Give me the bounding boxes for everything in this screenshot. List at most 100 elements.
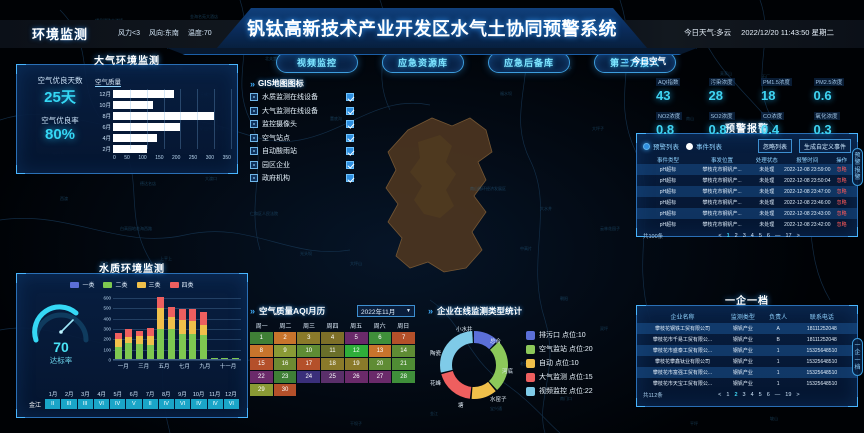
calendar-day-cell[interactable]: 30 [273,384,297,396]
cell-operation[interactable]: 忽略 [836,200,847,206]
nav-button-emergency-resource[interactable]: 应急资源库 [382,52,464,73]
table-row[interactable]: 攀枝花市千易工贸有限公... 钢钒产业 B 18111252048 [637,334,857,345]
page-link[interactable]: 2 [734,392,738,398]
calendar-day-cell[interactable]: 1 [250,332,273,344]
table-row[interactable]: pH超标 攀枝花市钢钒产... 未处理 2022-12-08 23:59:00 忽略 [637,164,857,175]
table-row[interactable]: 攀枝花市盛泰工贸有限公... 钢钒产业 1 15325648510 [637,345,857,356]
gis-layer-item[interactable]: 空气站点 [250,133,354,143]
side-tab-enterprise[interactable]: 一企一档 [852,338,863,377]
calendar-day-cell[interactable]: 16 [273,358,297,370]
gis-layer-item[interactable]: 园区企业 [250,160,354,170]
calendar-day-cell[interactable]: 2 [273,332,297,344]
svg-text:平坪: 平坪 [690,420,698,426]
page-link[interactable]: 1 [726,233,730,239]
gis-layer-item[interactable]: 水质监测在线设备 [250,92,354,102]
gis-layer-item[interactable]: 监控摄像头 [250,119,354,129]
legend-swatch [526,358,535,368]
calendar-day-cell[interactable]: 20 [368,358,392,370]
calendar-day-cell[interactable]: 26 [344,371,368,383]
calendar-day-cell[interactable]: 21 [392,358,415,370]
page-link[interactable]: < [718,233,722,239]
page-link[interactable]: 4 [750,233,754,239]
page-link[interactable]: < [718,392,722,398]
cell-operation[interactable]: 忽略 [836,189,847,195]
table-row[interactable]: pH超标 攀枝花市钢钒产... 未处理 2022-12-08 23:46:00 忽略 [637,197,857,208]
checkbox-icon[interactable] [346,120,354,128]
page-link[interactable]: — [774,392,781,398]
page-link[interactable]: 5 [758,233,762,239]
radio-warning-list[interactable]: 预警列表 [643,141,679,151]
checkbox-icon[interactable] [346,133,354,142]
table-row[interactable]: pH超标 攀枝花市钢钒产... 未处理 2022-12-08 23:43:00 忽略 [637,208,857,219]
cell-event-type: pH超标 [659,167,677,173]
calendar-day-cell[interactable]: 23 [273,371,297,383]
gis-layer-item[interactable]: 大气监测在线设备 [250,106,354,116]
calendar-day-cell[interactable]: 15 [250,358,273,370]
table-row[interactable]: 攀枝花攀鑫钛业有限公司 钢钒产业 1 15325648510 [637,356,857,367]
table-row[interactable]: pH超标 攀枝花市钢钒产... 未处理 2022-12-08 23:50:04 忽略 [637,175,857,186]
cell-operation[interactable]: 忽略 [836,178,847,184]
cell-operation[interactable]: 忽略 [836,167,847,173]
page-link[interactable]: — [774,233,781,239]
checkbox-icon[interactable] [346,106,354,115]
gis-layer-item[interactable]: 自动酸雨站 [250,146,354,156]
calendar-day-cell[interactable]: 14 [392,345,415,357]
calendar-day-cell[interactable]: 10 [297,345,321,357]
nav-button-emergency-reserve[interactable]: 应急后备库 [488,52,570,73]
page-link[interactable]: 1 [726,392,730,398]
calendar-day-cell[interactable]: 4 [321,332,344,344]
cell-operation[interactable]: 忽略 [836,222,847,228]
page-link[interactable]: > [796,392,800,398]
svg-text:宝兴通: 宝兴通 [490,405,502,411]
calendar-day-cell[interactable]: 12 [344,345,368,357]
calendar-day-cell[interactable]: 19 [344,358,368,370]
calendar-day-cell[interactable]: 17 [297,358,321,370]
checkbox-icon[interactable] [346,174,354,182]
calendar-day-cell[interactable]: 27 [368,371,392,383]
calendar-day-cell[interactable]: 22 [250,371,273,383]
calendar-day-cell[interactable]: 7 [392,332,415,344]
page-link[interactable]: 4 [750,392,754,398]
cell-operation[interactable]: 忽略 [836,211,847,217]
page-link[interactable]: 17 [785,233,792,239]
table-row[interactable]: pH超标 攀枝花市钢钒产... 未处理 2022-12-08 23:47:00 忽略 [637,186,857,197]
svg-text:西渡: 西渡 [100,260,108,266]
month-select[interactable]: 2022年11月 ▼ [357,305,415,317]
side-tab-alarm[interactable]: 预警报警 [852,148,863,187]
table-row[interactable]: 攀枝花钢铁工贸有限公司 钢钒产业 A 18111252048 [637,323,857,334]
axis-tick: 200 [172,155,181,161]
page-link[interactable]: > [796,233,800,239]
page-link[interactable]: 6 [766,392,770,398]
gis-layer-item[interactable]: 政府机构 [250,173,354,183]
checkbox-icon[interactable] [346,160,354,169]
header-center-plate: 钒钛高新技术产业开发区水气土协同预警系统 [217,8,647,48]
calendar-day-cell[interactable]: 8 [250,345,273,357]
calendar-day-cell[interactable]: 29 [250,384,273,396]
table-row[interactable]: 攀枝花市富强工贸有限公... 钢钒产业 1 15325648510 [637,367,857,378]
checkbox-icon[interactable] [346,93,354,101]
calendar-day-cell[interactable]: 11 [321,345,344,357]
page-link[interactable]: 3 [742,233,746,239]
calendar-day-cell[interactable]: 24 [297,371,321,383]
page-link[interactable]: 19 [785,392,792,398]
chevron-right-icon: » [428,306,434,316]
page-link[interactable]: 6 [766,233,770,239]
table-row[interactable]: pH超标 攀枝花市钢钒产... 未处理 2022-12-08 23:42:00 忽略 [637,219,857,230]
page-link[interactable]: 5 [758,392,762,398]
ignore-list-button[interactable]: 忽略列表 [757,139,792,153]
calendar-day-cell[interactable]: 9 [273,345,297,357]
page-link[interactable]: 2 [734,233,738,239]
nav-button-video-monitor[interactable]: 视频监控 [276,52,358,73]
calendar-day-cell[interactable]: 18 [321,358,344,370]
table-row[interactable]: 攀枝花市天宝工贸有限公... 钢钒产业 1 15325648510 [637,378,857,389]
calendar-day-cell[interactable]: 13 [368,345,392,357]
checkbox-icon[interactable] [346,147,354,155]
radio-event-list[interactable]: 事件列表 [686,141,722,151]
calendar-day-cell[interactable]: 6 [368,332,392,344]
calendar-day-cell[interactable]: 3 [297,332,321,344]
page-link[interactable]: 3 [742,392,746,398]
calendar-day-cell[interactable]: 28 [392,371,415,383]
calendar-day-cell[interactable]: 25 [321,371,344,383]
custom-event-button[interactable]: 生成自定义事件 [798,139,851,153]
calendar-day-cell[interactable]: 5 [344,332,368,344]
